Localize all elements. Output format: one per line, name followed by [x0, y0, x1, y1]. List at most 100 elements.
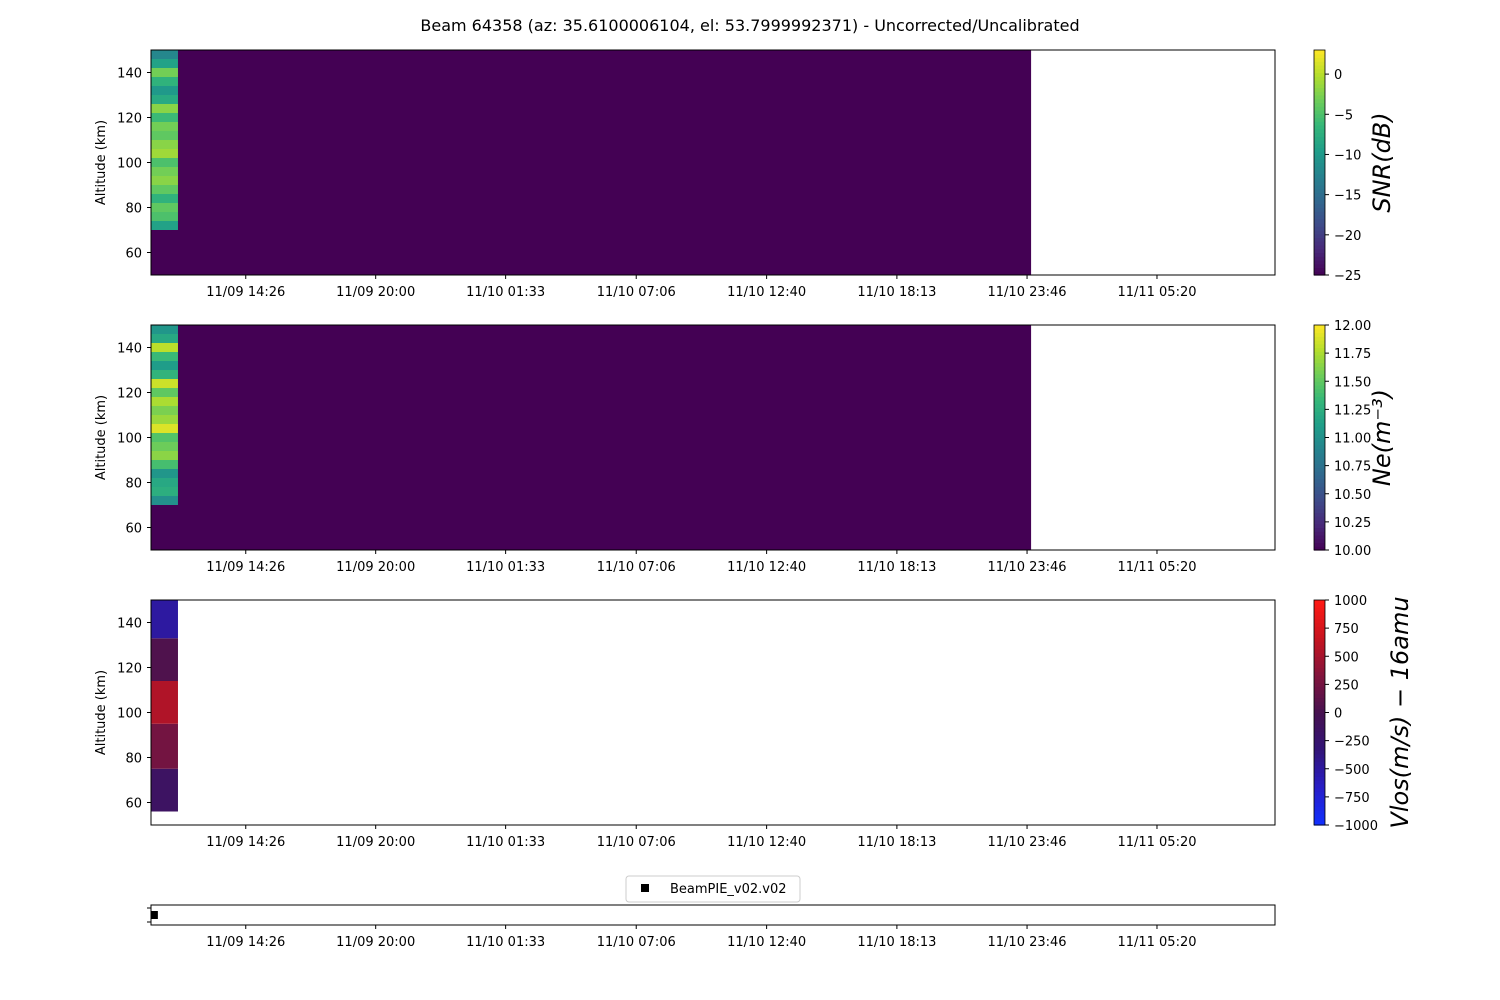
x-tick-label: 11/10 01:33: [466, 935, 545, 950]
colorbar-segment: [1314, 806, 1325, 811]
colorbar-tick-label: −15: [1334, 189, 1361, 204]
colorbar-segment: [1314, 791, 1325, 796]
colorbar-segment: [1314, 245, 1325, 250]
y-axis-label: Altitude (km): [94, 670, 109, 755]
x-tick-label: 11/10 07:06: [597, 560, 676, 575]
colorbar-segment: [1314, 68, 1325, 74]
colorbar-segment: [1314, 422, 1325, 427]
heatmap-cell: [151, 397, 178, 406]
colorbar-segment: [1314, 87, 1325, 92]
colorbar-segment: [1314, 418, 1325, 424]
colorbar-segment: [1314, 813, 1325, 819]
colorbar-segment: [1314, 746, 1325, 751]
heatmap-cell: [151, 122, 178, 131]
colorbar-segment: [1314, 523, 1325, 529]
y-tick-label: 80: [125, 202, 142, 217]
x-tick-label: 11/11 05:20: [1117, 285, 1196, 300]
colorbar-segment: [1314, 226, 1325, 231]
heatmap-cell: [151, 406, 178, 415]
colorbar-segment: [1314, 433, 1325, 439]
colorbar-segment: [1314, 538, 1325, 544]
y-tick-label: 120: [117, 387, 142, 402]
y-axis-label: Altitude (km): [94, 395, 109, 480]
colorbar-segment: [1314, 407, 1325, 412]
x-tick-label: 11/09 14:26: [206, 935, 285, 950]
axes-frame-2: [150, 599, 1276, 826]
colorbar-frame-0: [1313, 49, 1326, 276]
colorbar-segment: [1314, 772, 1325, 777]
colorbar-segment: [1314, 802, 1325, 807]
colorbar-segment: [1314, 106, 1325, 111]
colorbar-segment: [1314, 633, 1325, 639]
heatmap-cell: [151, 768, 178, 812]
colorbar-segment: [1314, 252, 1325, 257]
colorbar-segment: [1314, 705, 1325, 710]
y-tick-label: 100: [117, 432, 142, 447]
colorbar-tick-label: 11.75: [1334, 347, 1371, 362]
colorbar-segment: [1314, 362, 1325, 367]
colorbar-tick-label: 250: [1334, 678, 1359, 693]
y-tick-label: 80: [125, 752, 142, 767]
colorbar-segment: [1314, 508, 1325, 514]
x-tick-label: 11/10 01:33: [466, 560, 545, 575]
heatmap-cell: [151, 194, 178, 203]
heatmap-cell: [151, 325, 178, 334]
colorbar-segment: [1314, 663, 1325, 669]
colorbar-segment: [1314, 475, 1325, 480]
colorbar-segment: [1314, 520, 1325, 525]
colorbar-segment: [1314, 355, 1325, 360]
colorbar-segment: [1314, 237, 1325, 242]
colorbar-segment: [1314, 456, 1325, 461]
x-tick-label: 11/10 23:46: [988, 935, 1067, 950]
colorbar-segment: [1314, 615, 1325, 620]
x-tick-label: 11/10 18:13: [857, 935, 936, 950]
heatmap-cell: [151, 212, 178, 221]
colorbar-tick-label: 11.50: [1334, 375, 1371, 390]
colorbar-segment: [1314, 426, 1325, 431]
colorbar-segment: [1314, 203, 1325, 209]
colorbar-segment: [1314, 795, 1325, 800]
colorbar-segment: [1314, 652, 1325, 657]
colorbar-segment: [1314, 377, 1325, 382]
colorbar-segment: [1314, 57, 1325, 62]
y-tick-label: 60: [125, 797, 142, 812]
legend-marker: [641, 884, 649, 892]
colorbar-segment: [1314, 98, 1325, 104]
colorbar-segment: [1314, 637, 1325, 642]
colorbar-segment: [1314, 686, 1325, 691]
y-tick-label: 60: [125, 522, 142, 537]
colorbar-segment: [1314, 607, 1325, 612]
heatmap-cell: [151, 460, 178, 469]
x-tick-label: 11/10 01:33: [466, 835, 545, 850]
colorbar-segment: [1314, 660, 1325, 665]
colorbar-segment: [1314, 757, 1325, 762]
colorbar-segment: [1314, 50, 1325, 55]
colorbar-tick-label: 12.00: [1334, 319, 1371, 334]
colorbar-segment: [1314, 478, 1325, 484]
heatmap-cell: [151, 415, 178, 424]
colorbar-segment: [1314, 147, 1325, 152]
colorbar-segment: [1314, 463, 1325, 469]
heatmap-cell: [151, 352, 178, 361]
colorbar-segment: [1314, 166, 1325, 171]
x-tick-label: 11/09 20:00: [336, 835, 415, 850]
colorbar-segment: [1314, 482, 1325, 487]
colorbar-segment: [1314, 765, 1325, 770]
colorbar-segment: [1314, 121, 1325, 126]
colorbar-segment: [1314, 343, 1325, 349]
y-tick-label: 120: [117, 112, 142, 127]
y-tick-label: 120: [117, 662, 142, 677]
heatmap-cell: [151, 131, 178, 140]
colorbar-segment: [1314, 810, 1325, 815]
colorbar-tick-label: 10.50: [1334, 488, 1371, 503]
colorbar-segment: [1314, 200, 1325, 205]
y-tick-label: 100: [117, 707, 142, 722]
y-tick-label: 60: [125, 247, 142, 262]
colorbar-segment: [1314, 486, 1325, 491]
colorbar-segment: [1314, 761, 1325, 766]
x-tick-label: 11/10 12:40: [727, 935, 806, 950]
colorbar-segment: [1314, 218, 1325, 224]
colorbar-segment: [1314, 727, 1325, 732]
colorbar-tick-label: 1000: [1334, 594, 1367, 609]
